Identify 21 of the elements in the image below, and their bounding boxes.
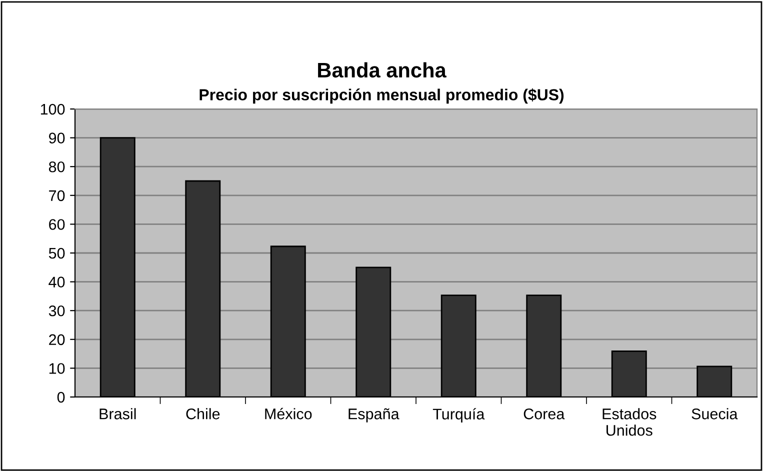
x-tick-label: Turquía (432, 408, 485, 423)
y-tick-label: 90 (49, 132, 65, 144)
y-tick-label: 70 (49, 190, 65, 202)
chart-subtitle: Precio por suscripción mensual promedio ($US) (200, 88, 564, 104)
x-tick-label: Chile (186, 408, 220, 420)
y-tick-label: 20 (49, 334, 65, 346)
x-tick-label: España (348, 408, 400, 422)
y-tick-label: 60 (49, 219, 65, 230)
x-tick-label: Corea (524, 408, 565, 420)
x-tick-label: Estados Unidos (602, 408, 656, 436)
y-tick-label: 30 (48, 305, 65, 316)
y-tick-label: 10 (49, 363, 65, 374)
chart-title: Banda ancha (318, 62, 446, 78)
y-tick-label: 80 (48, 161, 65, 172)
x-tick-label: México (265, 408, 312, 420)
y-tick-label: 0 (57, 392, 65, 403)
y-tick-label: 50 (48, 248, 65, 259)
y-tick-label: 40 (48, 276, 65, 288)
x-tick-label: Brasil (100, 408, 136, 420)
y-tick-label: 100 (40, 104, 65, 115)
x-tick-label: Suecia (692, 408, 738, 420)
